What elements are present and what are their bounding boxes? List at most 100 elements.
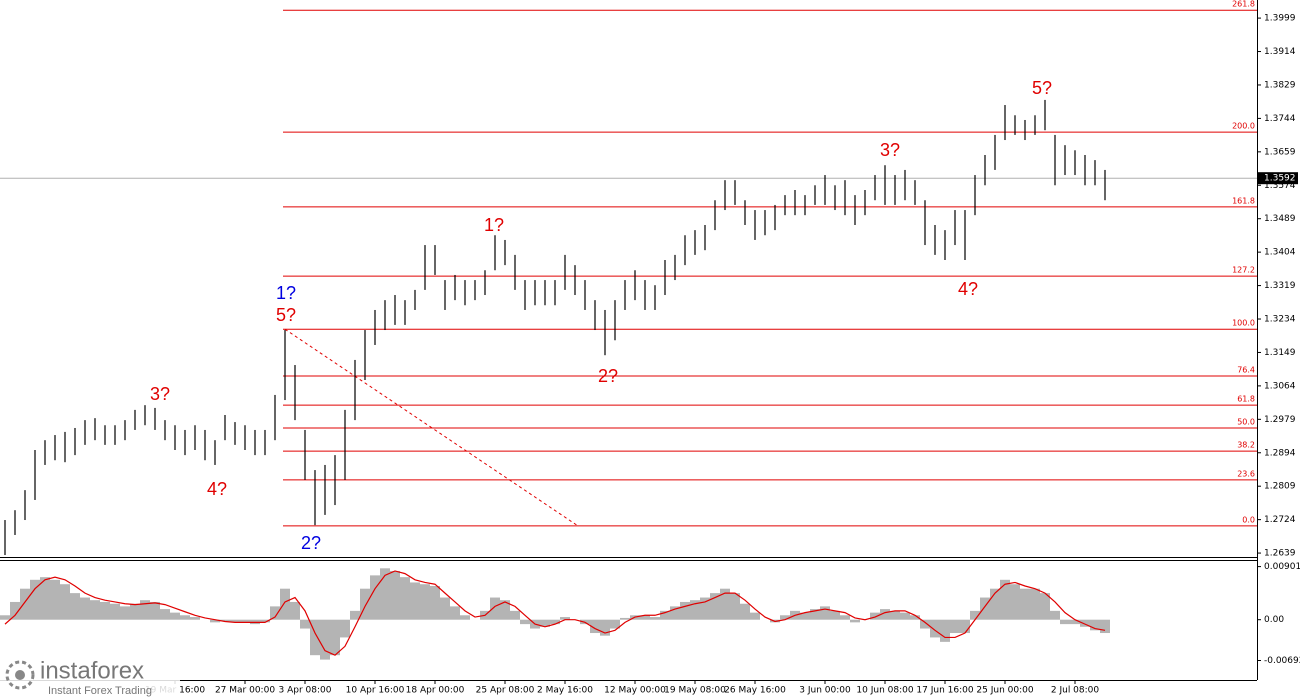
macd-bar (730, 593, 740, 620)
x-tick-label: 26 May 16:00 (724, 686, 786, 696)
y-tick-label: 1.3489 (1264, 214, 1296, 224)
macd-bar (50, 579, 60, 620)
macd-bar (420, 584, 430, 620)
macd-bar (110, 603, 120, 620)
wave-label: 3? (880, 140, 900, 160)
macd-bar (890, 610, 900, 620)
macd-bar (700, 597, 710, 620)
wave-label: 4? (207, 479, 227, 499)
macd-bar (380, 568, 390, 620)
macd-bar (830, 610, 840, 620)
macd-bar (550, 619, 560, 625)
x-tick-label: 19 May 08:00 (664, 686, 726, 696)
macd-bar (450, 606, 460, 620)
macd-bar (990, 588, 1000, 620)
macd-bar (60, 584, 70, 620)
fib-label: 100.0 (1232, 319, 1255, 328)
wave-label: 4? (958, 279, 978, 299)
macd-bar (940, 619, 950, 642)
macd-bar (620, 617, 630, 620)
macd-bar (70, 593, 80, 620)
macd-bar (560, 617, 570, 620)
wave-label: 5? (276, 305, 296, 325)
y-tick-label: 1.3659 (1264, 147, 1296, 157)
x-tick-label: 2 Jul 08:00 (1051, 686, 1100, 696)
macd-bar (220, 619, 230, 622)
macd-y-tick-label: 0.00901 (1264, 562, 1300, 572)
macd-bar (40, 577, 50, 620)
y-tick-label: 1.3064 (1264, 381, 1296, 391)
macd-bar (720, 588, 730, 620)
macd-bar (610, 619, 620, 629)
wave-label: 3? (150, 384, 170, 404)
macd-bar (910, 615, 920, 620)
macd-bar (440, 597, 450, 620)
macd-bar (460, 615, 470, 620)
y-tick-label: 1.2979 (1264, 415, 1296, 425)
macd-bar (230, 619, 240, 623)
macd-bar (880, 609, 890, 620)
macd-bar (900, 612, 910, 620)
macd-bar (690, 600, 700, 620)
fib-label: 76.4 (1237, 366, 1255, 375)
macd-bar (780, 615, 790, 620)
macd-signal (4, 570, 1106, 656)
logo-icon (5, 660, 35, 690)
macd-bar (850, 619, 860, 623)
y-tick-label: 1.3829 (1264, 80, 1296, 90)
macd-y-tick-label: 0.00 (1264, 615, 1284, 625)
x-tick-label: 10 Apr 16:00 (346, 686, 405, 696)
x-tick-label: 18 Apr 00:00 (406, 686, 465, 696)
macd-bar (80, 597, 90, 620)
macd-bar (750, 612, 760, 620)
macd-bar (520, 619, 530, 625)
macd-bar (100, 601, 110, 620)
fib-label: 23.6 (1237, 469, 1255, 478)
macd-bar (1020, 588, 1030, 620)
macd-bar (810, 609, 820, 620)
macd-bar (840, 615, 850, 620)
wave-label: 5? (1032, 78, 1052, 98)
y-tick-label: 1.2639 (1264, 549, 1296, 559)
x-tick-label: 25 Apr 08:00 (476, 686, 535, 696)
macd-bar (280, 588, 290, 620)
macd-bar (160, 609, 170, 620)
macd-bar (680, 601, 690, 620)
fib-label: 200.0 (1232, 122, 1255, 131)
macd-bar (640, 615, 650, 620)
x-tick-label: 27 Mar 00:00 (215, 686, 275, 696)
macd-bar (430, 585, 440, 620)
fib-label: 61.8 (1237, 395, 1255, 404)
macd-bar (350, 610, 360, 620)
macd-bar (0, 615, 10, 620)
macd-bar (1000, 579, 1010, 620)
x-tick-label: 10 Jun 08:00 (856, 686, 913, 696)
y-tick-label: 1.3914 (1264, 47, 1296, 57)
y-tick-label: 1.3234 (1264, 315, 1296, 325)
macd-bar (920, 619, 930, 629)
watermark: instaforex Instant Forex Trading (0, 655, 180, 700)
macd-bar (1080, 619, 1090, 627)
macd-bar (340, 619, 350, 638)
logo-icon (15, 670, 25, 680)
macd-bar (180, 615, 190, 620)
macd-bar (820, 606, 830, 620)
macd-bar (130, 603, 140, 620)
macd-bar (1050, 610, 1060, 620)
fib-label: 261.8 (1232, 0, 1255, 9)
macd-bar (500, 600, 510, 620)
macd-bar (410, 582, 420, 620)
macd-bar (30, 579, 40, 620)
macd-bar (1040, 593, 1050, 620)
macd-bar (950, 619, 960, 634)
macd-bar (150, 601, 160, 620)
macd-bar (710, 593, 720, 620)
tagline: Instant Forex Trading (48, 685, 152, 697)
wave-label: 1? (484, 215, 504, 235)
macd-bar (20, 588, 30, 620)
macd-bar (260, 619, 270, 623)
wave-label: 1? (276, 283, 296, 303)
macd-bar (240, 619, 250, 623)
